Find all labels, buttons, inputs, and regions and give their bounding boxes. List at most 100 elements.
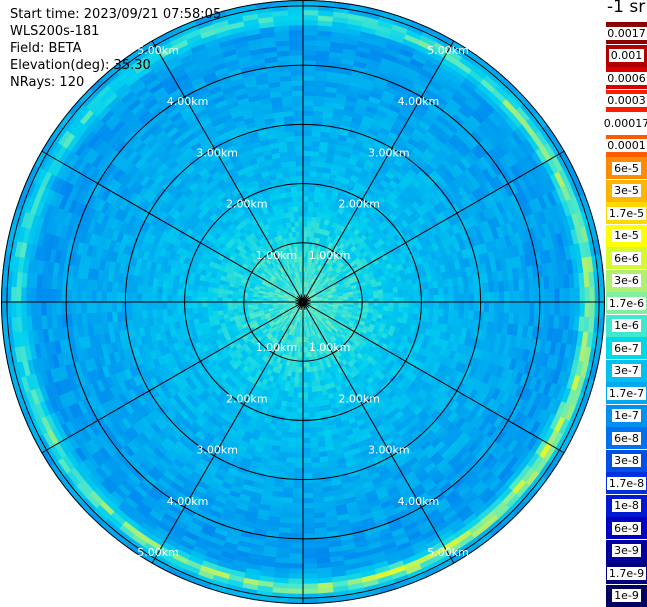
field-cell xyxy=(356,503,371,512)
field-cell xyxy=(450,379,461,391)
field-cell xyxy=(454,392,465,405)
field-cell xyxy=(86,301,92,314)
field-cell xyxy=(342,308,349,312)
field-cell xyxy=(345,316,352,321)
field-cell xyxy=(537,379,548,396)
field-cell xyxy=(326,308,333,312)
field-cell xyxy=(298,377,303,384)
field-cell xyxy=(429,409,441,421)
field-cell xyxy=(542,367,552,383)
field-cell xyxy=(400,431,412,442)
field-cell xyxy=(378,495,392,505)
field-cell xyxy=(382,454,394,465)
field-cell xyxy=(515,482,531,499)
field-cell xyxy=(441,395,452,407)
field-cell xyxy=(323,303,329,305)
field-cell xyxy=(593,348,602,366)
field-cell xyxy=(548,314,555,330)
field-cell xyxy=(441,385,452,397)
field-cell xyxy=(406,438,418,450)
field-cell xyxy=(559,302,566,317)
field-cell xyxy=(381,314,389,321)
field-cell xyxy=(307,304,313,307)
field-cell xyxy=(490,480,506,496)
field-cell xyxy=(411,393,421,404)
field-cell xyxy=(161,294,168,302)
field-cell xyxy=(327,304,334,307)
field-cell xyxy=(565,373,576,391)
field-cell xyxy=(401,554,418,567)
field-cell xyxy=(371,313,379,319)
field-cell xyxy=(476,359,486,372)
field-cell xyxy=(395,440,407,451)
field-cell xyxy=(423,533,440,546)
field-cell xyxy=(352,307,359,311)
field-cell xyxy=(292,477,303,484)
field-cell xyxy=(445,357,454,369)
field-cell xyxy=(396,401,407,412)
field-cell xyxy=(482,383,493,397)
field-cell xyxy=(448,425,460,438)
field-cell xyxy=(449,400,460,413)
field-cell xyxy=(392,499,407,510)
field-cell xyxy=(321,389,328,397)
field-cell xyxy=(540,410,552,427)
field-cell xyxy=(450,390,461,402)
field-cell xyxy=(488,311,495,323)
field-cell xyxy=(91,301,97,314)
field-cell xyxy=(488,302,495,313)
field-cell xyxy=(441,466,455,480)
field-cell xyxy=(355,550,371,559)
field-cell xyxy=(447,493,462,507)
field-cell xyxy=(376,574,394,585)
field-cell xyxy=(216,297,223,302)
field-cell xyxy=(297,402,303,409)
field-cell xyxy=(372,481,386,491)
field-cell xyxy=(495,377,506,392)
field-cell xyxy=(482,515,499,531)
field-cell xyxy=(378,584,397,594)
field-cell xyxy=(346,506,360,515)
field-cell xyxy=(430,437,443,449)
field-cell xyxy=(323,341,329,348)
field-cell xyxy=(289,528,303,535)
field-cell xyxy=(499,392,511,406)
field-cell xyxy=(411,446,424,458)
field-cell xyxy=(397,427,408,438)
field-cell xyxy=(305,305,310,311)
field-cell xyxy=(378,532,394,543)
field-cell xyxy=(555,401,567,418)
field-cell xyxy=(462,354,472,366)
field-cell xyxy=(352,535,367,544)
field-cell xyxy=(161,301,168,310)
field-cell xyxy=(443,408,455,421)
field-cell xyxy=(315,339,320,346)
field-cell xyxy=(316,365,322,372)
field-cell xyxy=(414,353,424,363)
field-cell xyxy=(330,322,337,328)
field-cell xyxy=(313,318,319,324)
field-cell xyxy=(387,310,394,317)
field-cell xyxy=(558,315,565,331)
field-cell xyxy=(574,302,581,318)
field-cell xyxy=(322,394,330,402)
field-cell xyxy=(327,318,333,324)
field-cell xyxy=(309,346,314,353)
field-cell xyxy=(315,310,321,315)
field-cell xyxy=(433,440,446,453)
field-cell xyxy=(437,363,447,374)
field-cell xyxy=(416,436,428,448)
field-cell xyxy=(297,392,303,399)
field-cell xyxy=(478,435,491,449)
field-cell xyxy=(398,444,410,455)
field-cell xyxy=(404,564,422,576)
field-cell xyxy=(490,400,501,414)
field-cell xyxy=(458,534,475,548)
field-cell xyxy=(500,367,510,381)
field-cell xyxy=(494,354,503,367)
field-cell xyxy=(550,432,564,450)
field-cell xyxy=(302,427,310,434)
field-cell xyxy=(539,302,546,316)
field-cell xyxy=(348,304,354,308)
field-cell xyxy=(366,369,375,378)
